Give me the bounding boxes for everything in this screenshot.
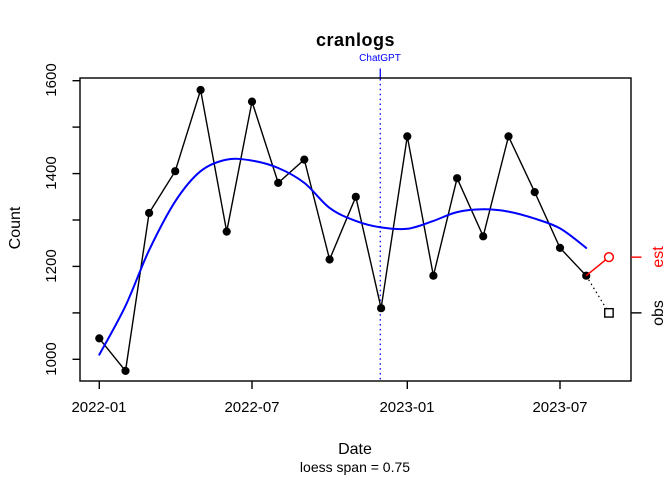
observed-point [274,178,283,187]
x-tick-label-2023-07: 2023-07 [532,399,588,416]
chatgpt-annotation-label: ChatGPT [359,53,401,64]
y-tick-label-1000: 1000 [43,342,60,376]
observed-line [98,89,587,373]
loess-span-footnote: loess span = 0.75 [299,459,411,475]
y-tick-label-1400: 1400 [43,156,60,190]
y-tick-label-1200: 1200 [43,249,60,283]
observed-point [479,232,488,241]
loess-line [98,157,588,356]
observed-point [145,208,154,218]
observed-point [403,132,412,141]
observed-point [247,97,257,106]
observed-point [453,174,462,183]
est-marker [603,251,615,263]
observed-point [95,334,104,343]
observed-point [171,167,180,176]
observed-point [504,132,513,141]
plot-box [79,77,632,382]
x-tick-label-2023-01: 2023-01 [379,399,435,416]
chart-title: cranlogs [315,30,396,50]
observed-point [555,243,565,252]
obs-connector [585,275,610,314]
observed-point [121,366,130,375]
x-tick-label-2022-01: 2022-01 [71,399,127,416]
y-tick-label-1600: 1600 [43,63,60,97]
observed-point [351,192,360,201]
observed-point [196,85,205,95]
observed-point [325,255,334,264]
obs-marker [604,307,614,318]
x-tick-label-2022-07: 2022-07 [224,399,280,416]
observed-point [300,155,309,164]
observed-point [530,188,539,197]
observed-point [222,227,231,236]
y-axis-label: Count [7,206,24,250]
observed-point [377,304,386,313]
obs-axis-label: obs [650,300,667,326]
observed-point [429,271,438,280]
x-axis-label: Date [338,441,372,458]
